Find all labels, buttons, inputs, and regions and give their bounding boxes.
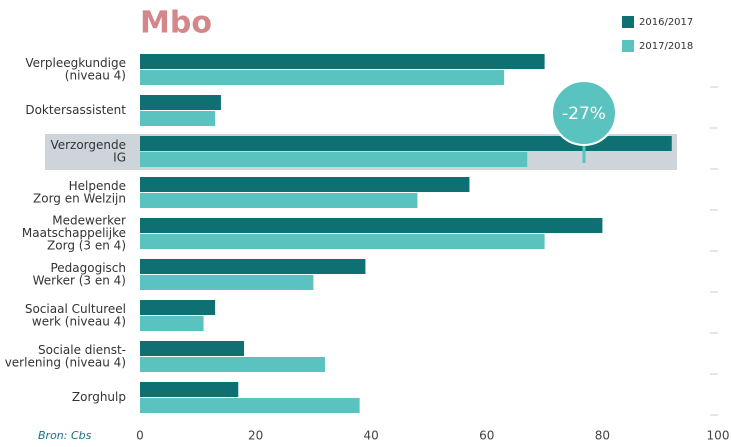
x-tick-label: 60 (479, 429, 494, 443)
bar (140, 341, 245, 356)
category-label: Verpleegkundige (25, 56, 126, 70)
category-label: Zorghulp (72, 390, 126, 404)
bar (140, 382, 239, 397)
bar (140, 70, 505, 85)
source: Bron: Cbs (38, 429, 92, 442)
x-tick-label: 0 (136, 429, 144, 443)
category-label: Sociaal Cultureel (25, 302, 126, 316)
bar (140, 234, 545, 249)
category-label: Werker (3 en 4) (33, 273, 126, 287)
bar (140, 177, 470, 192)
bar (140, 136, 672, 151)
legend-label: 2016/2017 (639, 17, 693, 28)
bar (140, 54, 545, 69)
bar (140, 95, 221, 110)
bar (140, 398, 360, 413)
bar (140, 218, 603, 233)
category-label: Verzorgende (50, 138, 126, 152)
category-label: Helpende (69, 179, 126, 193)
category-label: werk (niveau 4) (32, 314, 126, 328)
x-tick-label: 40 (364, 429, 379, 443)
legend-swatch (622, 16, 634, 28)
annotation: -27% (562, 104, 606, 124)
bar (140, 152, 528, 167)
category-label: Maatschappelijke (22, 226, 126, 240)
bar (140, 316, 204, 331)
category-label: Sociale dienst- (38, 343, 126, 357)
category-label: Medewerker (52, 214, 126, 228)
category-label: verlening (niveau 4) (5, 355, 126, 369)
legend-label: 2017/2018 (639, 41, 693, 52)
chart-title: Mbo (140, 6, 212, 41)
x-tick-label: 80 (595, 429, 610, 443)
bar (140, 357, 325, 372)
category-label: Pedagogisch (50, 261, 126, 275)
category-label: Zorg (3 en 4) (47, 239, 126, 253)
bar (140, 193, 418, 208)
category-label: Zorg en Welzijn (33, 191, 126, 205)
bar (140, 275, 314, 290)
bar (140, 111, 216, 126)
legend-swatch (622, 40, 634, 52)
x-tick-label: 20 (248, 429, 263, 443)
category-label: Doktersassistent (25, 103, 126, 117)
category-label: (niveau 4) (65, 68, 126, 82)
annotation-bubble (551, 80, 617, 146)
bar (140, 259, 366, 274)
x-tick-label: 100 (707, 429, 730, 443)
bar (140, 300, 216, 315)
category-label: IG (113, 150, 126, 164)
